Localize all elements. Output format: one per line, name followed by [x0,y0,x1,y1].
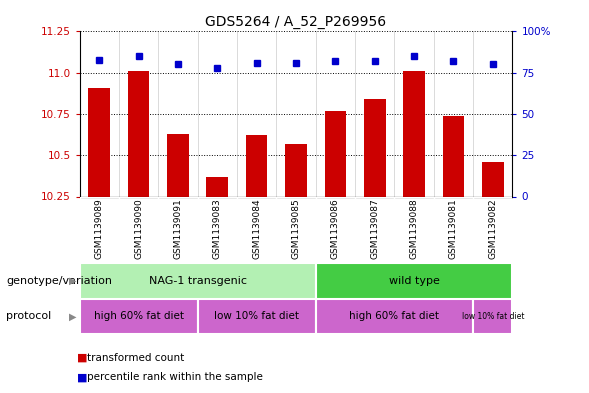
Bar [206,177,228,196]
Text: GSM1139084: GSM1139084 [252,198,261,259]
Text: low 10% fat diet: low 10% fat diet [214,311,299,321]
Text: GSM1139085: GSM1139085 [292,198,300,259]
Text: GSM1139091: GSM1139091 [173,198,183,259]
Bar [316,299,473,334]
Bar [285,144,307,196]
Bar [325,111,346,196]
Text: wild type: wild type [389,276,439,286]
Text: ■: ■ [77,353,87,363]
Text: ■: ■ [77,372,87,382]
Title: GDS5264 / A_52_P269956: GDS5264 / A_52_P269956 [206,15,386,29]
Text: ▶: ▶ [69,276,77,286]
Bar [80,263,316,299]
Text: protocol: protocol [6,311,51,321]
Text: GSM1139081: GSM1139081 [449,198,458,259]
Text: high 60% fat diet: high 60% fat diet [94,311,184,321]
Bar [128,71,150,196]
Text: low 10% fat diet: low 10% fat diet [462,312,524,321]
Bar [403,71,425,196]
Text: NAG-1 transgenic: NAG-1 transgenic [148,276,247,286]
Text: percentile rank within the sample: percentile rank within the sample [87,372,263,382]
Text: GSM1139090: GSM1139090 [134,198,143,259]
Bar [442,116,464,196]
Bar [197,299,316,334]
Text: GSM1139088: GSM1139088 [409,198,419,259]
Text: genotype/variation: genotype/variation [6,276,112,286]
Bar [167,134,188,196]
Text: high 60% fat diet: high 60% fat diet [349,311,439,321]
Text: GSM1139086: GSM1139086 [331,198,340,259]
Text: GSM1139087: GSM1139087 [370,198,379,259]
Text: transformed count: transformed count [87,353,184,363]
Bar [316,263,512,299]
Text: GSM1139082: GSM1139082 [488,198,497,259]
Bar [482,162,504,196]
Bar [364,99,386,196]
Text: GSM1139089: GSM1139089 [95,198,104,259]
Bar [88,88,110,196]
Bar [246,136,267,196]
Text: GSM1139083: GSM1139083 [213,198,222,259]
Bar [473,299,512,334]
Bar [80,299,197,334]
Text: ▶: ▶ [69,311,77,321]
